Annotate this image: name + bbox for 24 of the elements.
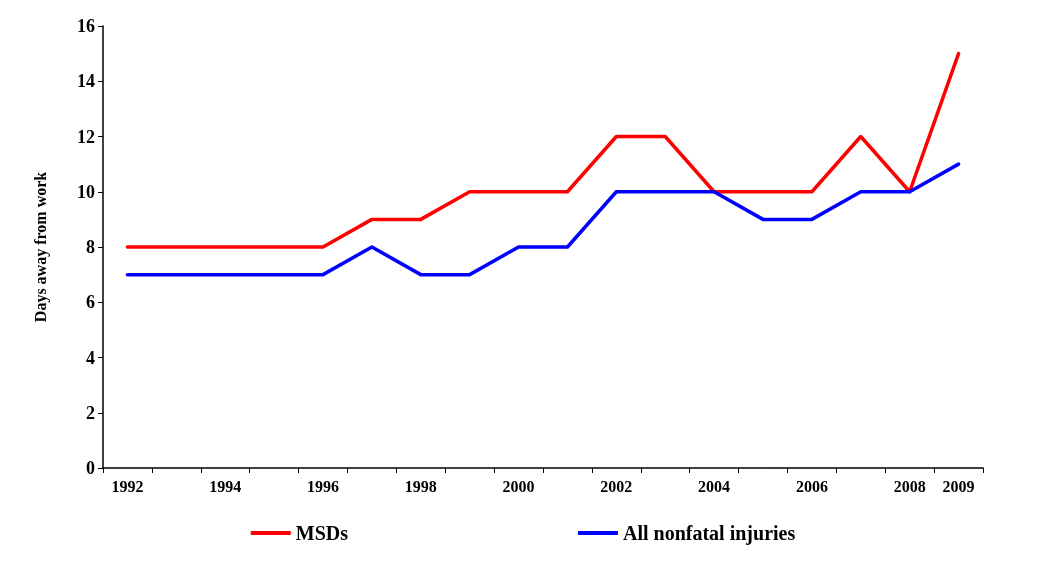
y-tick-label: 16 bbox=[77, 16, 95, 36]
legend-label: All nonfatal injuries bbox=[623, 522, 796, 545]
x-tick-label: 2000 bbox=[502, 477, 535, 495]
x-tick-label: 2006 bbox=[795, 477, 828, 495]
line-series bbox=[125, 162, 961, 277]
x-tick-label: 2009 bbox=[942, 477, 975, 495]
legend-label: MSDs bbox=[295, 522, 349, 544]
y-tick-label: 2 bbox=[86, 402, 95, 423]
y-tick-label: 12 bbox=[77, 126, 95, 147]
x-tick-label: 2004 bbox=[698, 477, 731, 495]
y-tick-label: 10 bbox=[77, 181, 95, 202]
y-tick-label: 6 bbox=[86, 292, 95, 313]
x-tick-label: 2008 bbox=[893, 477, 926, 495]
line-series bbox=[125, 51, 961, 249]
x-tick-label: 1996 bbox=[307, 477, 339, 495]
y-tick-label: 4 bbox=[86, 347, 95, 368]
x-tick-label: 2002 bbox=[600, 477, 633, 495]
x-tick-label: 1994 bbox=[209, 477, 242, 495]
x-tick-label: 1992 bbox=[111, 477, 144, 495]
y-tick-label: 0 bbox=[86, 458, 95, 478]
y-axis-title: Days away from work bbox=[31, 171, 50, 323]
y-tick-label: 14 bbox=[77, 71, 95, 92]
x-tick-label: 1998 bbox=[404, 477, 437, 495]
y-tick-label: 8 bbox=[86, 237, 95, 257]
